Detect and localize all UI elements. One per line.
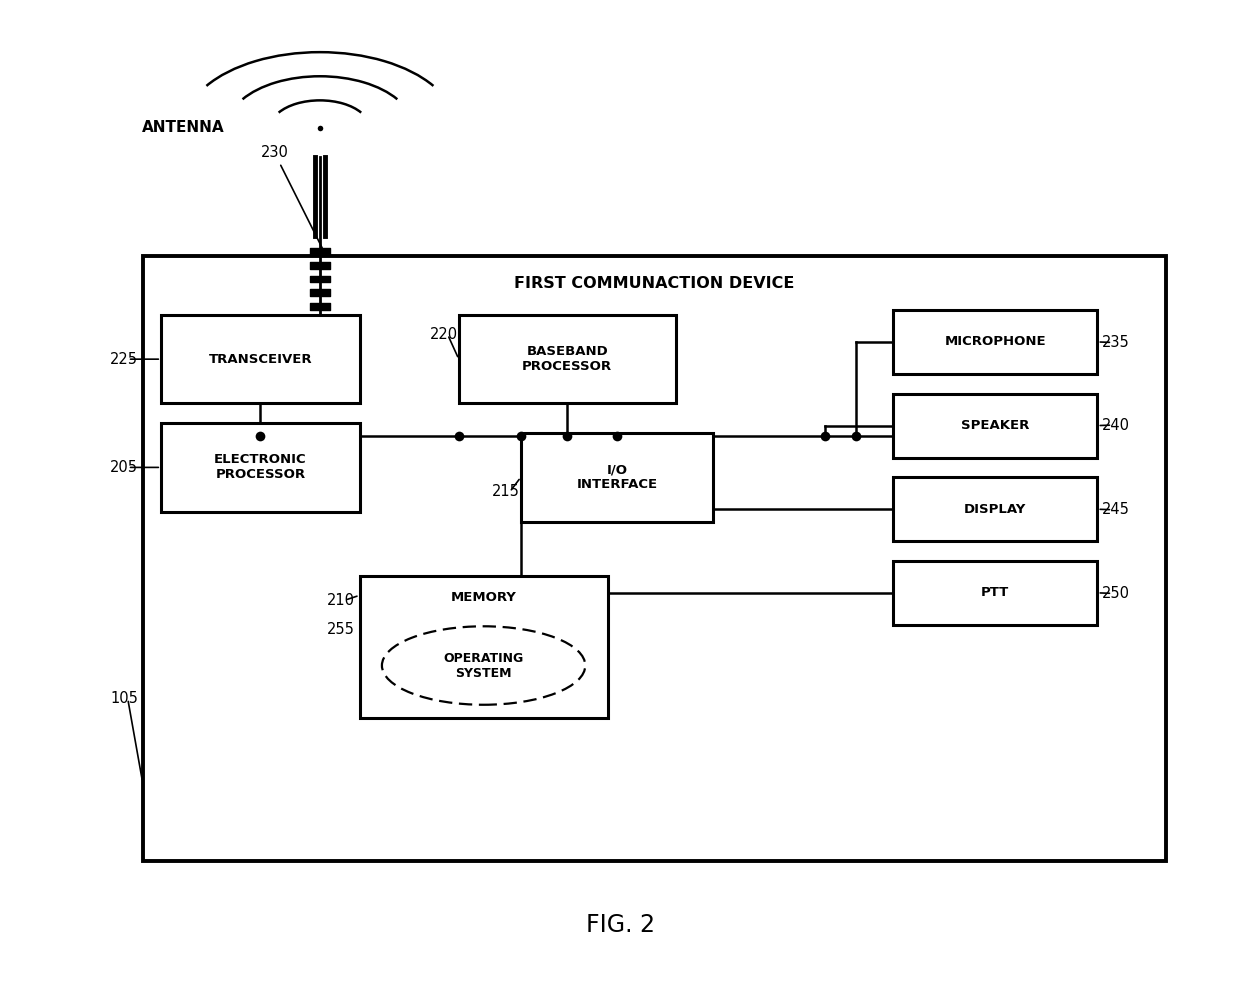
Bar [893, 477, 1097, 541]
Text: 240: 240 [1102, 417, 1130, 433]
Text: SPEAKER: SPEAKER [961, 419, 1029, 432]
Text: FIG. 2: FIG. 2 [585, 913, 655, 937]
Bar [521, 433, 713, 522]
Text: OPERATING
SYSTEM: OPERATING SYSTEM [444, 651, 523, 680]
Text: 225: 225 [110, 351, 138, 367]
Text: BASEBAND
PROCESSOR: BASEBAND PROCESSOR [522, 345, 613, 373]
Bar [459, 315, 676, 403]
Text: 210: 210 [327, 592, 355, 608]
Text: MICROPHONE: MICROPHONE [945, 336, 1045, 348]
Text: 220: 220 [430, 327, 458, 342]
Text: 245: 245 [1102, 502, 1130, 518]
Ellipse shape [382, 626, 585, 705]
Text: 235: 235 [1102, 335, 1130, 350]
Text: DISPLAY: DISPLAY [963, 503, 1027, 516]
Bar [161, 423, 360, 512]
Bar [893, 561, 1097, 625]
Bar [893, 310, 1097, 374]
Text: FIRST COMMUNACTION DEVICE: FIRST COMMUNACTION DEVICE [513, 276, 795, 291]
Text: 205: 205 [110, 460, 138, 475]
Text: TRANSCEIVER: TRANSCEIVER [208, 352, 312, 366]
Text: 230: 230 [260, 145, 325, 253]
Text: I/O
INTERFACE: I/O INTERFACE [577, 463, 657, 491]
Bar [143, 256, 1166, 861]
Bar [360, 576, 608, 718]
Bar [893, 394, 1097, 458]
Text: 250: 250 [1102, 585, 1130, 601]
Text: MEMORY: MEMORY [450, 590, 517, 604]
Text: 105: 105 [110, 691, 138, 707]
Text: PTT: PTT [981, 586, 1009, 599]
Text: ELECTRONIC
PROCESSOR: ELECTRONIC PROCESSOR [215, 454, 306, 481]
Text: ANTENNA: ANTENNA [143, 120, 224, 136]
Text: 255: 255 [327, 622, 355, 638]
Bar [161, 315, 360, 403]
Text: 215: 215 [492, 484, 520, 500]
